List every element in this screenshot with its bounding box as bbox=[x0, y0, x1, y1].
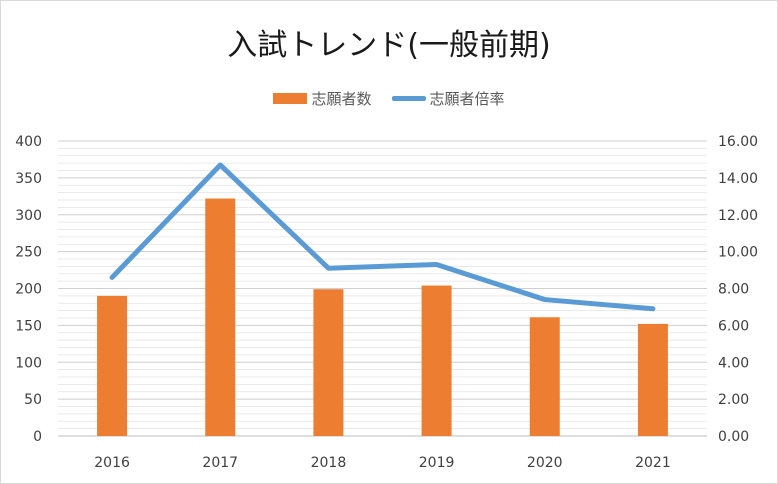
series-line-ratio bbox=[109, 162, 656, 312]
legend-swatch-bar bbox=[273, 93, 308, 104]
bar bbox=[637, 323, 668, 436]
y-left-tick-label: 0 bbox=[33, 429, 42, 445]
x-tick-label: 2017 bbox=[202, 455, 238, 471]
legend-item-applicants: 志願者数 bbox=[273, 88, 372, 109]
bar bbox=[421, 285, 452, 436]
y-right-tick-label: 16.00 bbox=[718, 134, 758, 150]
y-left-tick-label: 250 bbox=[15, 245, 42, 261]
x-tick-label: 2016 bbox=[94, 455, 130, 471]
y-left-tick-label: 350 bbox=[15, 171, 42, 187]
legend-item-ratio: 志願者倍率 bbox=[391, 88, 505, 109]
legend-label-ratio: 志願者倍率 bbox=[429, 90, 505, 108]
y-left-tick-label: 50 bbox=[24, 392, 42, 408]
bar bbox=[97, 295, 128, 436]
x-tick-label: 2019 bbox=[419, 455, 455, 471]
y-left-tick-label: 150 bbox=[15, 318, 42, 334]
y-right-tick-label: 12.00 bbox=[718, 208, 758, 224]
chart-title: 入試トレンド(一般前期) bbox=[227, 28, 551, 63]
legend-swatch-line bbox=[391, 96, 426, 101]
y-left-tick-label: 100 bbox=[15, 355, 42, 371]
bar bbox=[529, 317, 560, 436]
bar bbox=[205, 198, 236, 436]
y-right-tick-label: 14.00 bbox=[718, 171, 758, 187]
bar bbox=[313, 289, 344, 436]
y-left-tick-label: 300 bbox=[15, 208, 42, 224]
y-right-tick-label: 8.00 bbox=[718, 282, 749, 298]
y-right-tick-label: 0.00 bbox=[718, 429, 749, 445]
x-tick-label: 2018 bbox=[311, 455, 347, 471]
y-right-tick-label: 10.00 bbox=[718, 245, 758, 261]
y-left-tick-label: 400 bbox=[15, 134, 42, 150]
y-right-tick-label: 2.00 bbox=[718, 392, 749, 408]
y-left-tick-label: 200 bbox=[15, 282, 42, 298]
x-tick-label: 2020 bbox=[527, 455, 563, 471]
legend-label-applicants: 志願者数 bbox=[311, 90, 372, 108]
legend: 志願者数 志願者倍率 bbox=[0, 88, 778, 109]
y-right-tick-label: 6.00 bbox=[718, 318, 749, 334]
x-tick-label: 2021 bbox=[635, 455, 671, 471]
y-right-tick-label: 4.00 bbox=[718, 355, 749, 371]
